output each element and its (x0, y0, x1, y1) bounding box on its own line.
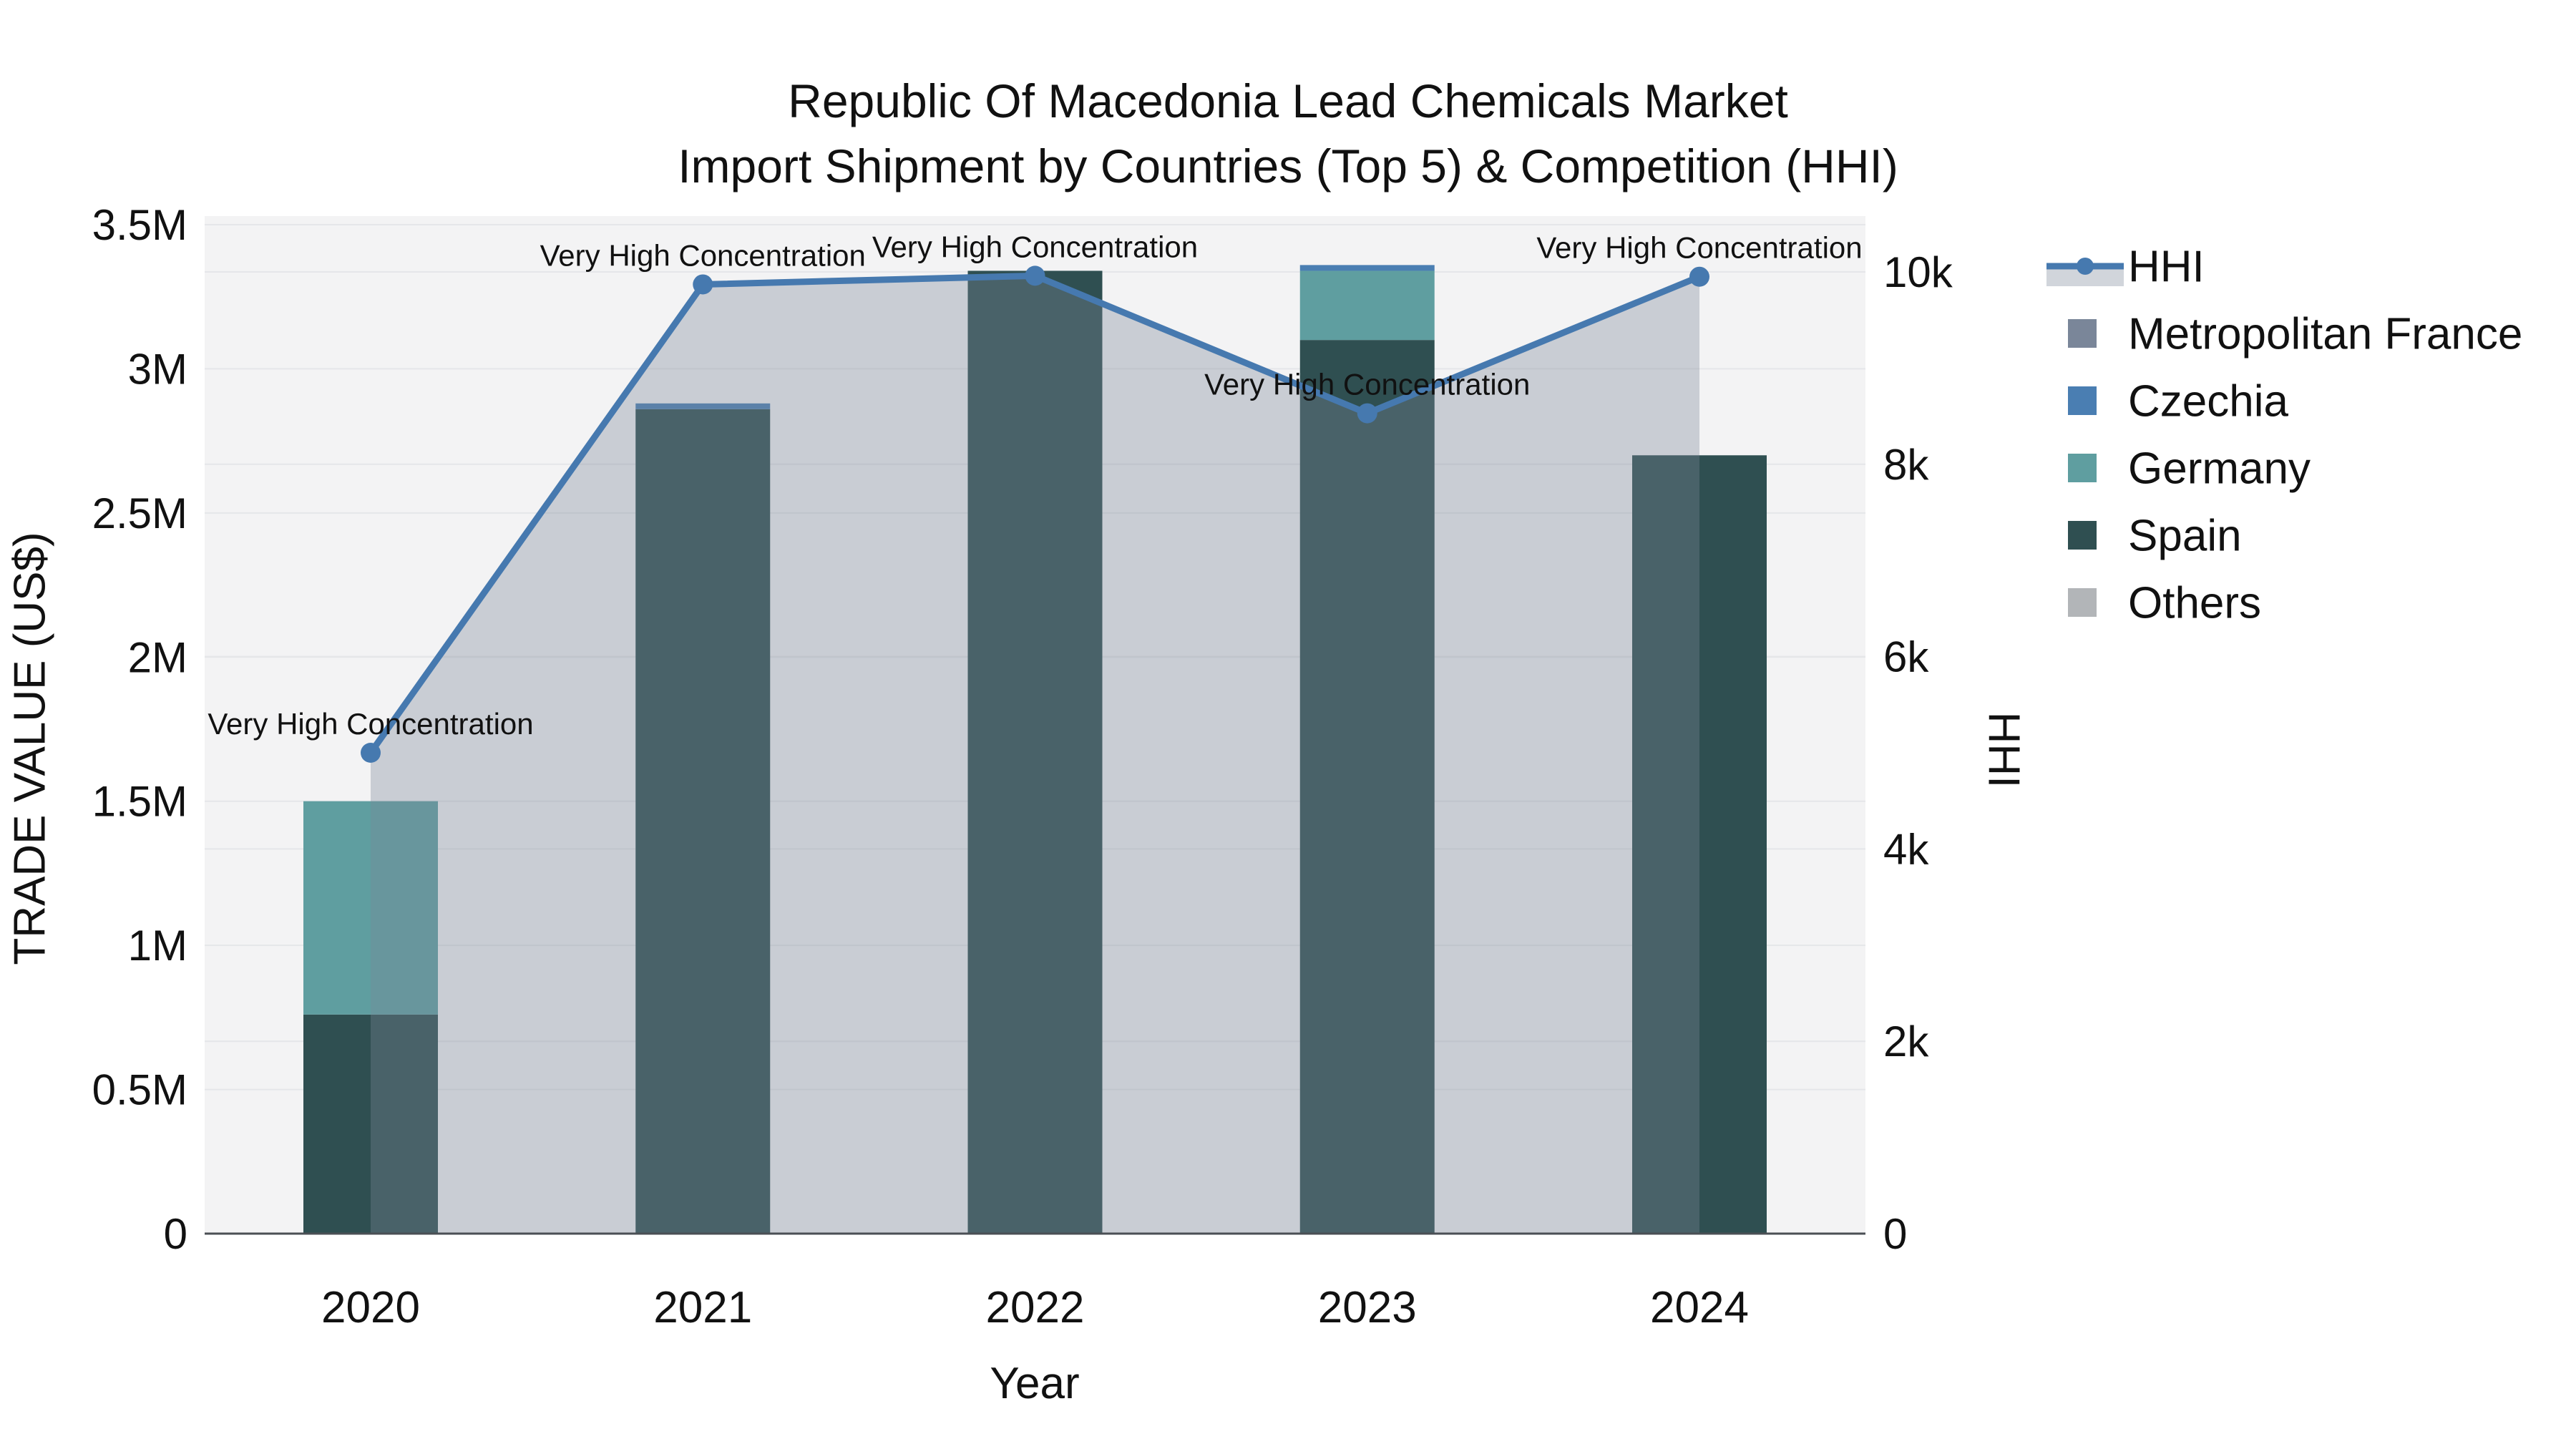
chart-title: Republic Of Macedonia Lead Chemicals Mar… (0, 69, 2576, 199)
legend-hhi-marker-icon (2077, 258, 2094, 275)
y-left-tick-label: 0.5M (92, 1066, 187, 1114)
y-left-tick-label: 1M (128, 922, 187, 970)
legend-label: Spain (2128, 512, 2242, 561)
legend-item-spain[interactable]: Spain (2068, 512, 2242, 561)
y-left-tick-label: 3M (128, 345, 187, 393)
legend-item-germany[interactable]: Germany (2068, 444, 2311, 494)
legend-label: Metropolitan France (2128, 310, 2522, 359)
legend-swatch-icon (2068, 521, 2097, 550)
x-axis-title: Year (990, 1359, 1080, 1408)
legend-label: HHI (2128, 243, 2205, 292)
y-right-tick-label: 8k (1883, 441, 1929, 489)
legend-label: Germany (2128, 444, 2311, 494)
y-right-tick-label: 6k (1883, 633, 1929, 681)
x-tick-label-2021: 2021 (653, 1283, 752, 1332)
bar-segment-spain-2022[interactable] (967, 270, 1103, 1234)
hhi-area-fill (371, 275, 1699, 1234)
chart-title-line2: Import Shipment by Countries (Top 5) & C… (678, 140, 1898, 193)
hhi-point-2024[interactable] (1689, 266, 1709, 287)
legend-label: Others (2128, 579, 2261, 628)
bar-segment-spain-2023[interactable] (1299, 340, 1435, 1234)
y-left-tick-label: 0 (164, 1210, 187, 1258)
legend-swatch-icon (2068, 588, 2097, 617)
hhi-point-2021[interactable] (693, 274, 713, 295)
x-tick-label-2023: 2023 (1318, 1283, 1417, 1332)
bar-segment-spain-2021[interactable] (635, 409, 771, 1234)
annotation-2020: Very High Concentration (208, 707, 533, 741)
legend-swatch-icon (2068, 386, 2097, 415)
hhi-point-2023[interactable] (1357, 403, 1377, 424)
y-right-tick-label: 10k (1883, 248, 1953, 296)
bar-segment-spain-2020[interactable] (303, 1014, 438, 1234)
legend-item-metropolitan-france[interactable]: Metropolitan France (2068, 310, 2522, 359)
y-left-tick-label: 2M (128, 633, 187, 681)
legend-swatch-icon (2068, 454, 2097, 482)
hhi-point-2020[interactable] (361, 743, 381, 763)
legend-item-hhi[interactable]: HHI (2046, 243, 2205, 292)
bar-segment-germany-2020[interactable] (303, 801, 438, 1015)
legend-swatch-icon (2068, 319, 2097, 348)
legend-item-czechia[interactable]: Czechia (2068, 377, 2289, 426)
bar-segment-czechia-2021[interactable] (635, 403, 771, 409)
bar-segment-spain-2024[interactable] (1632, 455, 1767, 1234)
y-left-tick-label: 1.5M (92, 778, 187, 826)
annotation-2021: Very High Concentration (540, 238, 866, 272)
annotation-2022: Very High Concentration (872, 230, 1198, 263)
bar-segment-germany-2023[interactable] (1299, 270, 1435, 341)
y-right-tick-label: 4k (1883, 825, 1929, 873)
bar-segment-czechia-2023[interactable] (1299, 265, 1435, 271)
annotation-2024: Very High Concentration (1536, 231, 1862, 265)
hhi-point-2022[interactable] (1025, 265, 1045, 286)
y-left-tick-label: 3.5M (92, 201, 187, 249)
x-tick-label-2022: 2022 (986, 1283, 1085, 1332)
legend-label: Czechia (2128, 377, 2289, 426)
y-left-tick-label: 2.5M (92, 489, 187, 537)
x-tick-label-2020: 2020 (321, 1283, 420, 1332)
annotation-2023: Very High Concentration (1204, 368, 1530, 401)
x-tick-label-2024: 2024 (1650, 1283, 1749, 1332)
y-right-tick-label: 0 (1883, 1210, 1907, 1258)
legend-item-others[interactable]: Others (2068, 579, 2261, 628)
chart-title-line1: Republic Of Macedonia Lead Chemicals Mar… (788, 74, 1788, 127)
y-right-tick-label: 2k (1883, 1018, 1929, 1065)
